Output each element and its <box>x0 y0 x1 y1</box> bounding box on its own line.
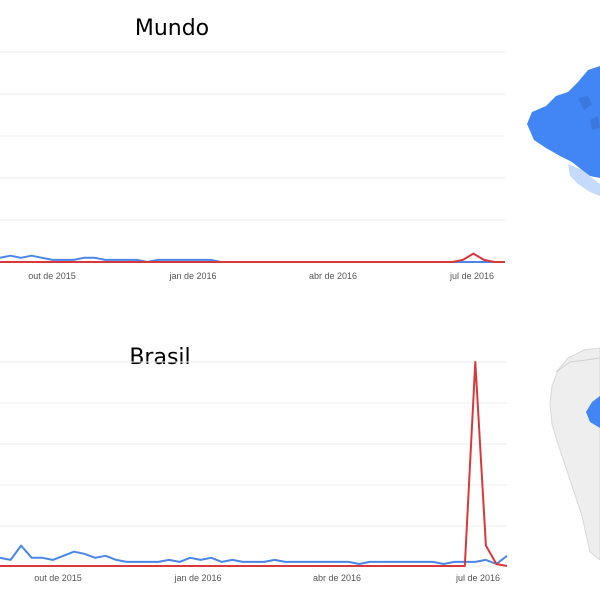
x-tick-labels-brasil: out de 2015 jan de 2016 abr de 2016 jul de … <box>34 573 500 583</box>
x-tick-label: abr de 2016 <box>313 573 361 583</box>
series-line-blue <box>0 544 508 565</box>
map-region-mexico <box>568 164 600 196</box>
series-line-red <box>0 361 508 567</box>
chart-title-brasil: Brasil <box>129 345 190 370</box>
series-lines-mundo <box>0 252 505 263</box>
x-tick-label: out de 2015 <box>28 271 76 281</box>
x-tick-labels-mundo: out de 2015 jan de 2016 abr de 2016 jul de … <box>28 271 494 281</box>
x-tick-label: abr de 2016 <box>309 271 357 281</box>
x-tick-label: jul de 2016 <box>449 271 494 281</box>
map-south-america <box>549 347 600 561</box>
map-region-continent <box>549 347 600 561</box>
x-tick-label: out de 2015 <box>34 573 82 583</box>
map-lakes-detail <box>578 96 600 130</box>
gridlines-mundo <box>0 51 505 263</box>
chart-title-mundo: Mundo <box>135 16 209 41</box>
x-tick-label: jul de 2016 <box>455 573 500 583</box>
chart-panel-brasil: Brasil out de 2015 jan de 2016 abr de 2016… <box>0 345 508 583</box>
x-tick-label: jan de 2016 <box>168 271 216 281</box>
map-north-america <box>527 66 600 196</box>
series-line-red <box>0 252 505 263</box>
x-tick-label: jan de 2016 <box>173 573 221 583</box>
gridlines-brasil <box>0 361 507 567</box>
map-region-canada-usa <box>527 66 600 178</box>
series-lines-brasil <box>0 361 508 567</box>
chart-panel-mundo: Mundo out de 2015 jan de 2016 abr de 2016 j… <box>0 16 505 281</box>
map-region-brasil <box>586 396 600 428</box>
map-border-line <box>555 357 600 373</box>
